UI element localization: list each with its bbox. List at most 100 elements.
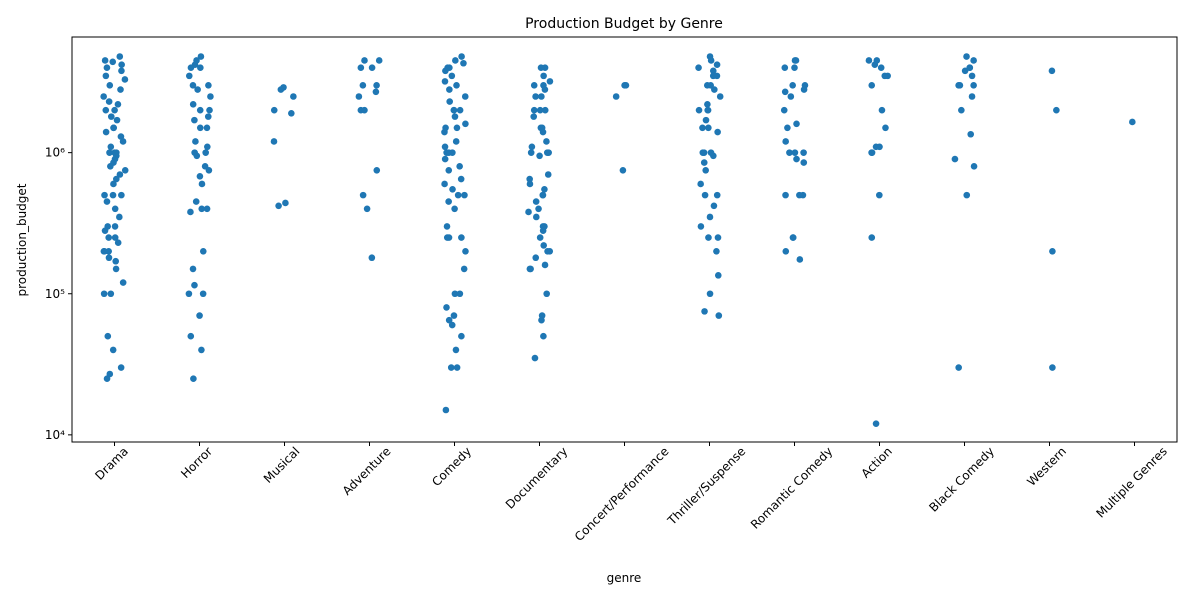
point <box>204 113 212 120</box>
point <box>536 234 544 241</box>
point <box>207 93 214 100</box>
point <box>445 149 453 156</box>
x-tick-label: Thriller/Suspense <box>664 444 748 528</box>
chart-title: Production Budget by Genre <box>525 16 723 32</box>
point <box>373 82 380 89</box>
point <box>462 120 469 128</box>
point <box>527 265 534 273</box>
point <box>449 185 456 193</box>
point <box>447 364 455 371</box>
point <box>372 88 380 96</box>
point <box>706 290 714 298</box>
point <box>543 290 550 298</box>
point <box>116 213 123 221</box>
point <box>956 82 964 89</box>
point <box>462 247 469 255</box>
point <box>530 106 538 114</box>
point <box>197 53 205 60</box>
point <box>118 61 125 68</box>
point <box>117 364 125 371</box>
point <box>868 234 876 241</box>
point <box>711 86 718 93</box>
point <box>103 64 111 71</box>
point <box>106 82 114 89</box>
point <box>532 213 540 221</box>
point <box>539 128 547 136</box>
point <box>540 242 548 249</box>
point <box>538 93 545 100</box>
point <box>448 321 456 329</box>
point <box>443 304 450 311</box>
point <box>955 364 962 371</box>
point <box>789 234 797 241</box>
point <box>105 234 113 241</box>
point <box>112 265 120 273</box>
point <box>1129 118 1136 126</box>
point <box>452 346 460 354</box>
point <box>119 279 127 286</box>
point <box>187 208 194 216</box>
point <box>1049 247 1056 255</box>
y-tick-label: 10⁴ <box>45 428 65 442</box>
point <box>702 166 709 174</box>
point <box>198 346 205 354</box>
point <box>612 93 620 100</box>
point <box>525 208 532 216</box>
point <box>707 57 715 64</box>
point <box>443 223 451 230</box>
point <box>197 64 204 71</box>
point <box>715 312 723 319</box>
point <box>199 290 207 298</box>
point <box>968 72 976 80</box>
point <box>191 281 198 289</box>
point <box>102 106 110 114</box>
point <box>868 82 876 89</box>
point <box>544 171 552 178</box>
point <box>113 116 121 124</box>
point <box>781 88 789 96</box>
point <box>541 185 548 193</box>
point <box>543 138 550 145</box>
x-tick-label: Horror <box>178 444 215 481</box>
point <box>111 106 118 114</box>
point <box>700 159 708 166</box>
point <box>114 239 122 247</box>
point <box>196 124 204 132</box>
point <box>375 57 383 64</box>
point <box>192 138 199 145</box>
point <box>206 106 213 114</box>
point <box>187 64 195 71</box>
point <box>877 64 885 71</box>
point <box>458 332 465 340</box>
point <box>458 53 465 60</box>
point <box>622 82 630 89</box>
point <box>105 98 113 105</box>
point <box>106 149 113 156</box>
point <box>791 149 799 156</box>
point <box>116 53 124 60</box>
point <box>117 86 124 93</box>
point <box>103 198 111 205</box>
point <box>270 106 278 114</box>
point <box>456 290 464 298</box>
point <box>530 113 538 120</box>
point <box>716 93 724 100</box>
point <box>789 82 796 89</box>
point <box>796 191 803 199</box>
point <box>109 191 117 199</box>
point <box>205 166 213 174</box>
point <box>203 205 211 213</box>
point <box>196 172 204 180</box>
x-tick-label: Black Comedy <box>926 444 997 515</box>
point <box>103 375 111 383</box>
point <box>451 290 459 298</box>
point <box>205 82 212 89</box>
point <box>460 265 468 273</box>
x-tick-label: Documentary <box>503 444 571 512</box>
point <box>198 205 206 213</box>
point <box>116 171 124 178</box>
point <box>121 76 129 83</box>
point <box>110 180 117 188</box>
point <box>695 64 702 71</box>
point <box>189 265 197 273</box>
